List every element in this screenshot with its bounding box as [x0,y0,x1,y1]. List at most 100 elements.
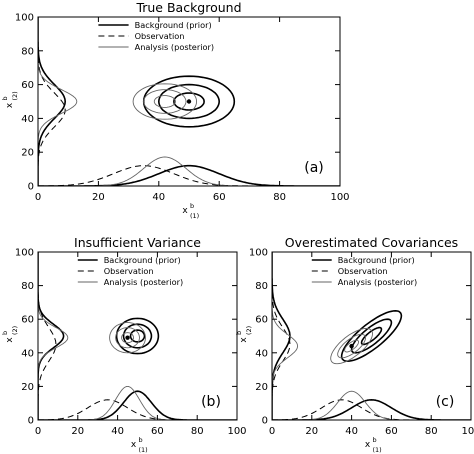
x-tick-label: 0 [35,192,41,203]
y-tick-label: 0 [262,416,268,427]
mean-marker [186,99,192,104]
x-tick-label: 80 [273,192,286,203]
panel-label: (c) [436,394,455,410]
x-tick-label: 0 [35,426,41,437]
y-tick-label: 80 [21,46,34,57]
mean-marker [125,335,130,340]
x-axis-label: x [365,440,371,450]
legend-label: Observation [135,31,185,41]
x-tick-label: 60 [213,192,226,203]
panel-title: Overestimated Covariances [285,235,458,250]
x-tick-label: 100 [227,426,246,437]
plot-frame [37,251,238,421]
contour-2-2 [109,322,146,354]
y-tick-label: 60 [21,80,34,91]
y-tick-label: 40 [21,114,34,125]
marginal-y-curve-1 [38,252,57,420]
x-axis-label-sup: b [139,436,143,444]
marginal-y-curve-2 [38,17,78,186]
legend-label: Background (prior) [135,20,212,30]
y-axis-label-sub: (2) [245,326,253,335]
y-axis-label-group: xb (2) [235,326,253,343]
y-axis-label-sup: b [1,331,9,335]
marginal-x-curve-1 [272,399,471,420]
x-axis-label: x [182,206,188,216]
y-tick-label: 20 [21,382,34,393]
y-tick-label: 100 [15,248,34,259]
y-tick-label: 60 [21,315,34,326]
contour-0-0 [129,329,146,343]
marginal-y-curve-1 [38,17,66,186]
y-axis-label: x [5,337,15,343]
y-tick-label: 80 [21,281,34,292]
x-axis-label: x [131,440,137,450]
x-tick-label: 20 [92,192,105,203]
marginal-y-curve-0 [38,252,65,420]
marginal-y-curve-1 [272,252,291,420]
y-tick-label: 40 [255,348,268,359]
legend-label: Analysis (posterior) [104,277,183,287]
y-tick-label: 40 [21,348,34,359]
marginal-y-curve-0 [272,252,291,420]
legend-label: Analysis (posterior) [338,277,417,287]
y-axis-label-sub: (2) [11,326,19,335]
y-tick-label: 80 [255,281,268,292]
contour-2-1 [115,327,140,349]
x-axis-label-sub: (1) [139,446,148,454]
mean-marker [349,343,354,349]
y-axis-label-sup: b [1,96,9,100]
contour-0-0 [173,92,205,111]
marginal-x-curve-2 [38,156,340,186]
y-axis-label: x [5,102,15,108]
panel-title: True Background [135,0,241,15]
legend-label: Analysis (posterior) [135,42,214,52]
contour-0-1 [157,83,221,120]
x-axis-label-sup: b [373,436,377,444]
x-tick-label: 40 [345,426,358,437]
x-tick-label: 20 [71,426,84,437]
legend-label: Observation [104,266,154,276]
x-tick-label: 0 [269,426,275,437]
plot-area [38,252,237,420]
plot-frame [37,16,341,187]
y-tick-label: 0 [28,182,34,193]
contour-2-0 [153,95,176,108]
x-tick-label: 40 [152,192,165,203]
panel-b: 0 20 40 60 80 100 0 20 40 60 80 100 Insufficient Var… [1,235,247,454]
y-axis-label: x [239,337,249,343]
x-tick-label: 80 [425,426,438,437]
legend-label: Background (prior) [104,255,181,265]
legend-label: Background (prior) [338,255,415,265]
panel-c: 0 20 40 60 80 100 0 20 40 60 80 100 Overestimated Co… [235,235,474,454]
x-tick-label: 100 [330,192,349,203]
panel-title: Insufficient Variance [74,235,201,250]
y-tick-label: 0 [28,416,34,427]
contour-0-1 [122,323,153,349]
y-tick-label: 20 [21,148,34,159]
x-tick-label: 60 [151,426,164,437]
contour-0-0 [360,326,383,346]
panel-label: (b) [201,394,221,410]
contour-2-2 [132,83,197,120]
y-axis-label-sup: b [235,331,243,335]
marginal-y-curve-0 [38,17,67,186]
contour-2-1 [143,89,187,114]
marginal-x-curve-0 [38,390,237,420]
x-tick-label: 100 [461,426,474,437]
x-tick-label: 60 [385,426,398,437]
y-axis-label-group: xb (2) [1,91,19,108]
contour-0-2 [340,309,403,363]
contour-2-2 [330,328,373,365]
y-axis-label-sub: (2) [11,91,19,100]
contour-2-1 [337,333,366,359]
y-tick-label: 100 [249,248,268,259]
x-axis-label-sup: b [190,202,194,210]
x-axis-label-sub: (1) [190,212,199,220]
marginal-x-curve-1 [38,165,340,186]
marginal-y-curve-2 [272,252,299,420]
y-axis-label-group: xb (2) [1,326,19,343]
contour-2-0 [121,332,134,344]
x-tick-label: 80 [191,426,204,437]
marginal-y-curve-2 [38,252,69,420]
